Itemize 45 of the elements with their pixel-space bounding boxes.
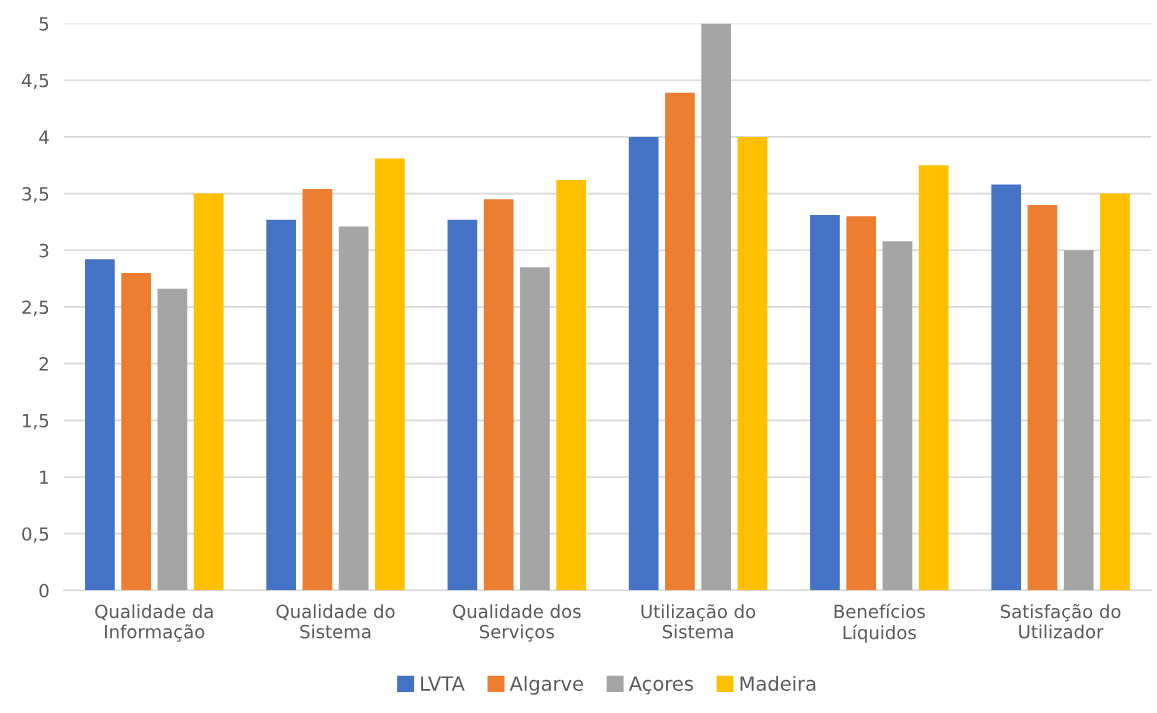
bar — [1063, 250, 1094, 591]
legend-label: Madeira — [740, 675, 816, 691]
x-tick-label: Qualidade da Informação — [95, 604, 213, 642]
bar — [810, 215, 840, 591]
bar — [1100, 193, 1130, 591]
y-tick-label: 5 — [39, 17, 49, 31]
bar — [121, 272, 151, 591]
bar — [991, 184, 1022, 591]
y-tick-label: 4 — [39, 130, 49, 144]
y-tick-label: 3,5 — [22, 187, 49, 203]
bar — [157, 288, 188, 591]
bar — [520, 267, 550, 591]
y-tick-label: 2 — [39, 357, 48, 371]
legend-label: Açores — [628, 676, 694, 695]
y-tick-label: 2,5 — [22, 300, 49, 316]
y-tick-label: 3 — [39, 243, 49, 258]
bar — [628, 136, 659, 591]
bar — [338, 226, 369, 591]
x-tick-label: Satisfação do Utilizador — [1000, 603, 1121, 639]
bar — [882, 241, 913, 591]
bar — [85, 259, 115, 591]
y-tick-label: 0 — [39, 583, 49, 598]
bar — [556, 179, 587, 591]
bar — [447, 219, 478, 591]
bar — [483, 199, 514, 591]
y-tick-label: 0,5 — [22, 527, 49, 543]
bar — [918, 165, 949, 591]
y-tick-label: 4,5 — [21, 73, 49, 90]
bar — [846, 216, 877, 591]
bar — [665, 92, 695, 591]
x-tick-label: Qualidade do Sistema — [276, 604, 395, 639]
y-tick-label: 1,5 — [23, 414, 49, 430]
y-tick-label: 1 — [40, 470, 49, 484]
bar — [1027, 204, 1058, 591]
bar — [375, 158, 405, 591]
bar — [266, 219, 297, 591]
x-tick-label: Utilização do Sistema — [641, 603, 756, 639]
bar — [737, 136, 768, 591]
bar — [302, 189, 333, 591]
legend-label: Algarve — [509, 675, 584, 695]
legend-label: LVTA — [421, 676, 465, 691]
bar — [193, 193, 224, 591]
bar — [701, 23, 732, 591]
x-tick-label: Qualidade dos Serviços — [453, 604, 581, 642]
x-tick-label: Benefícios Líquidos — [834, 603, 925, 643]
